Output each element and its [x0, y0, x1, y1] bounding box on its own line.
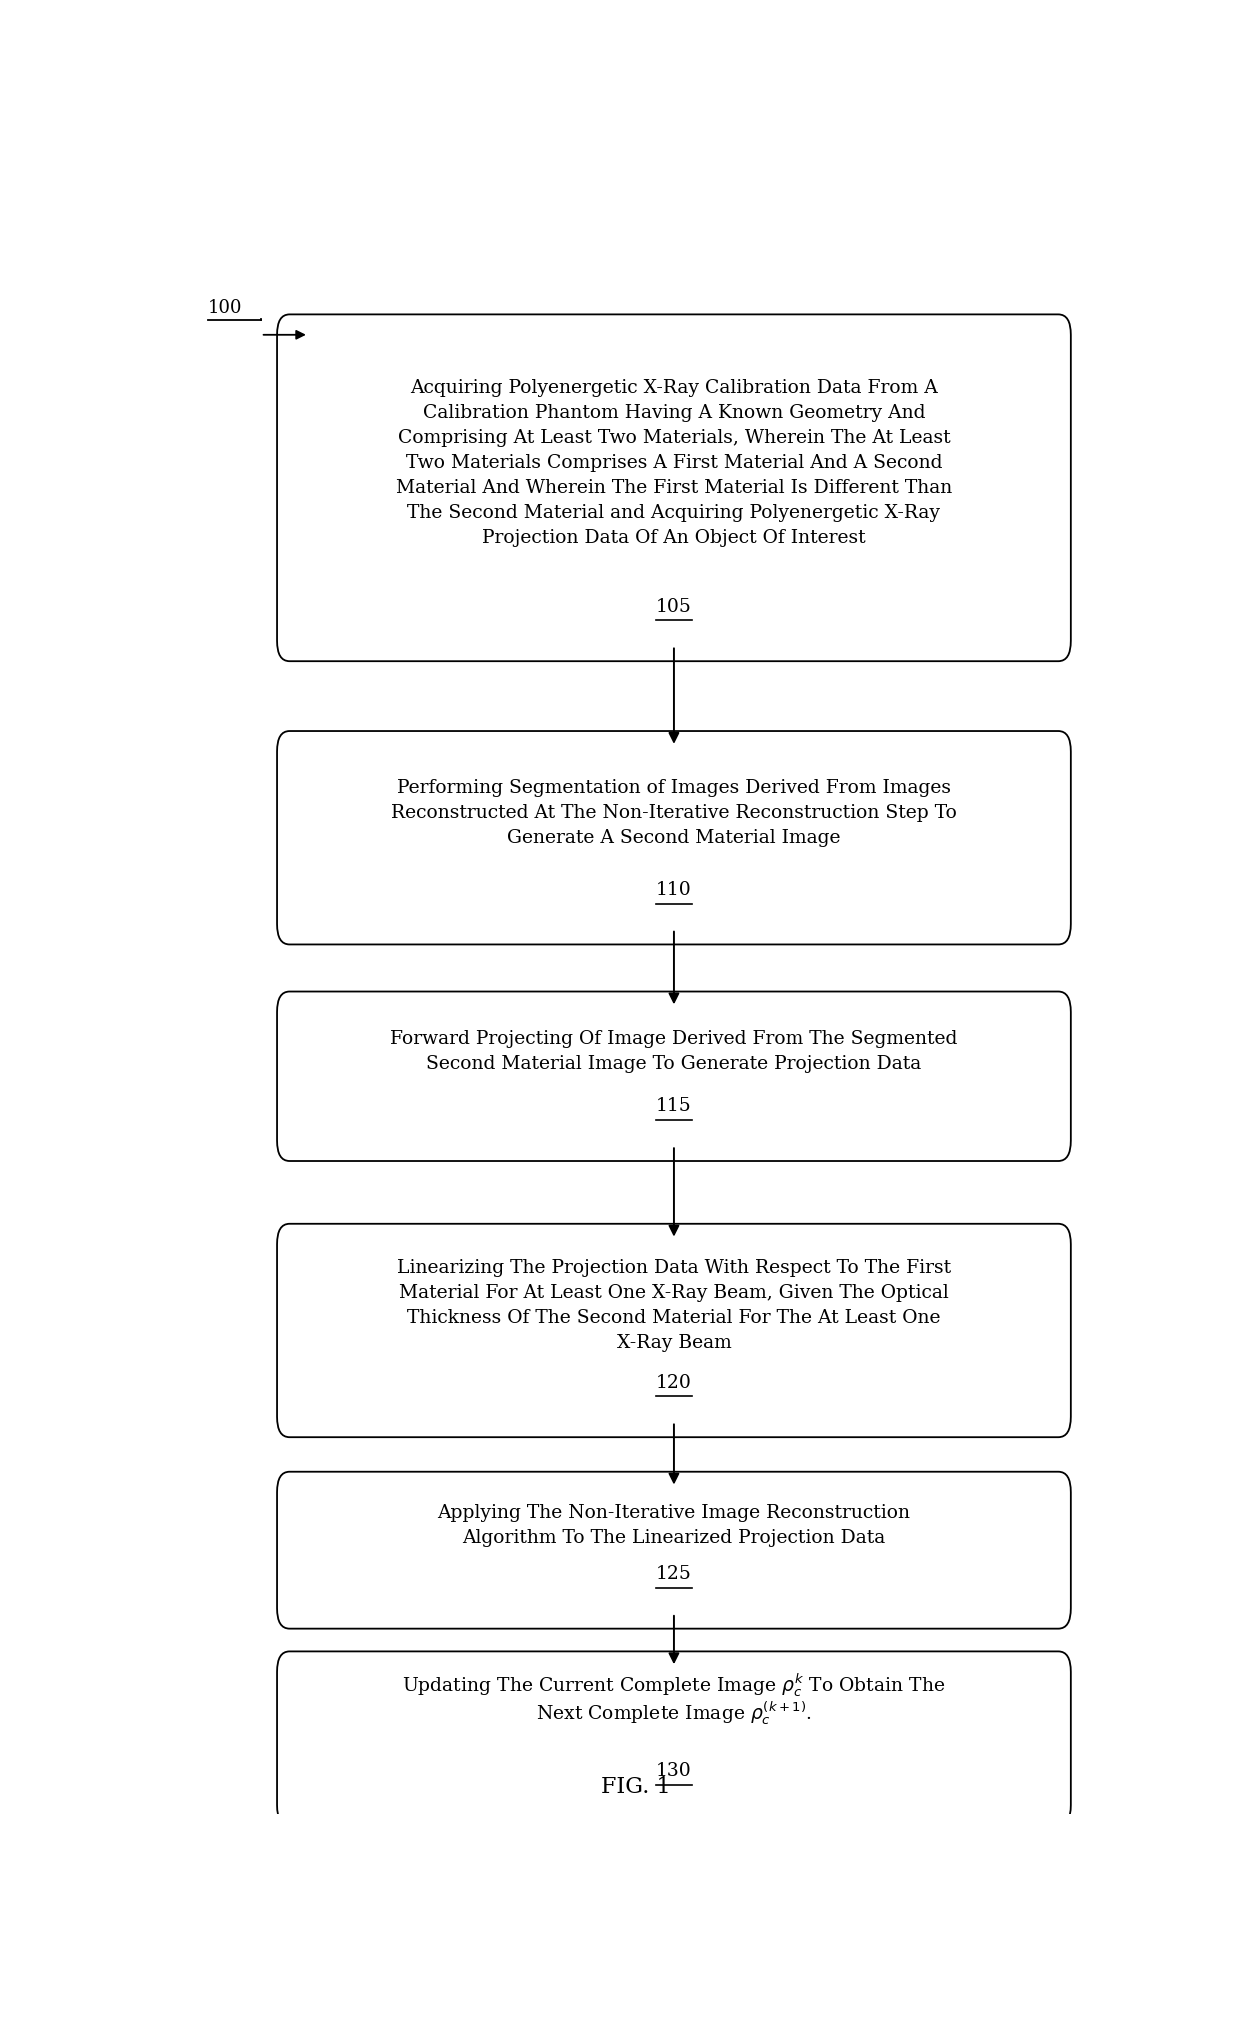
FancyBboxPatch shape: [277, 1471, 1071, 1628]
Text: 100: 100: [208, 300, 242, 318]
Text: 110: 110: [656, 880, 692, 899]
Text: Updating The Current Complete Image $\rho_c^k$ To Obtain The: Updating The Current Complete Image $\rh…: [402, 1671, 946, 1700]
Text: Next Complete Image $\rho_c^{(k+1)}$.: Next Complete Image $\rho_c^{(k+1)}$.: [536, 1700, 812, 1728]
Text: 115: 115: [656, 1098, 692, 1115]
Text: Performing Segmentation of Images Derived From Images
Reconstructed At The Non-I: Performing Segmentation of Images Derive…: [391, 779, 957, 846]
Text: Forward Projecting Of Image Derived From The Segmented
Second Material Image To : Forward Projecting Of Image Derived From…: [391, 1029, 957, 1072]
Text: 105: 105: [656, 597, 692, 615]
Text: 130: 130: [656, 1763, 692, 1779]
FancyBboxPatch shape: [277, 1223, 1071, 1437]
Text: Acquiring Polyenergetic X-Ray Calibration Data From A
Calibration Phantom Having: Acquiring Polyenergetic X-Ray Calibratio…: [396, 379, 952, 546]
Text: 125: 125: [656, 1565, 692, 1584]
Text: Applying The Non-Iterative Image Reconstruction
Algorithm To The Linearized Proj: Applying The Non-Iterative Image Reconst…: [438, 1504, 910, 1547]
FancyBboxPatch shape: [277, 1651, 1071, 1826]
FancyBboxPatch shape: [277, 993, 1071, 1162]
Text: FIG. 1: FIG. 1: [600, 1777, 671, 1798]
FancyBboxPatch shape: [277, 314, 1071, 660]
Text: 120: 120: [656, 1374, 692, 1392]
FancyBboxPatch shape: [277, 732, 1071, 944]
Text: Linearizing The Projection Data With Respect To The First
Material For At Least : Linearizing The Projection Data With Res…: [397, 1259, 951, 1351]
